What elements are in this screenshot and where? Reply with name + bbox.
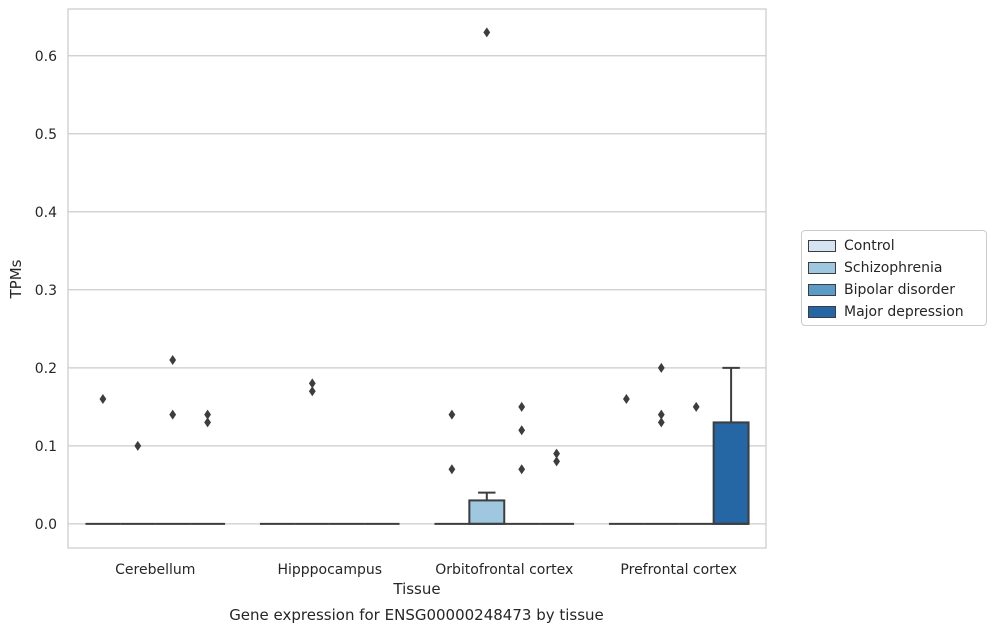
x-tick-label-hipppocampus: Hipppocampus (277, 562, 382, 578)
outlier-point (448, 464, 456, 475)
outlier-point (169, 409, 177, 420)
outlier-point (308, 386, 316, 397)
legend-item-bipolar-disorder: Bipolar disorder (808, 281, 955, 299)
x-tick-labels: Cerebellum Hipppocampus Orbitofrontal cort… (115, 562, 737, 578)
x-tick-label-cerebellum: Cerebellum (115, 562, 195, 578)
outlier-point (657, 362, 665, 373)
outlier-point (518, 464, 526, 475)
y-tick-label: 0.3 (35, 283, 57, 299)
legend-item-schizophrenia: Schizophrenia (808, 259, 942, 277)
legend-swatch-bipolar-disorder (808, 284, 836, 296)
legend-label-schizophrenia: Schizophrenia (844, 260, 943, 276)
x-tick-label-prefrontal-cortex: Prefrontal cortex (620, 562, 737, 578)
y-tick-label: 0.1 (35, 439, 57, 455)
box-major-depression-prefrontal-cortex (712, 366, 750, 525)
outlier-point (692, 401, 700, 412)
outlier-point (169, 355, 177, 366)
y-tick-label: 0.0 (35, 517, 57, 533)
boxes (85, 366, 750, 525)
box-schizophrenia-orbitofrontal-cortex (468, 491, 506, 525)
x-tick-label-orbitofrontal-cortex: Orbitofrontal cortex (435, 562, 573, 578)
outlier-point (204, 417, 211, 428)
outlier-point (99, 394, 107, 405)
outliers (99, 27, 700, 475)
outlier-point (308, 378, 316, 389)
legend: Control Schizophrenia Bipolar disorder M… (801, 230, 987, 326)
outlier-point (448, 409, 456, 420)
y-tick-label: 0.5 (35, 127, 57, 143)
outlier-point (483, 27, 491, 38)
legend-swatch-control (808, 240, 836, 252)
x-axis-title: Tissue (392, 580, 440, 598)
y-tick-label: 0.4 (35, 205, 57, 221)
outlier-point (623, 394, 630, 405)
outlier-point (657, 409, 665, 420)
chart-caption: Gene expression for ENSG00000248473 by t… (229, 606, 604, 624)
outlier-point (518, 425, 526, 436)
y-tick-label: 0.2 (35, 361, 57, 377)
box-major-depression-prefrontal-cortex-body (712, 421, 750, 525)
outlier-point (134, 440, 142, 451)
legend-swatch-major-depression (808, 306, 836, 318)
outlier-point (553, 456, 560, 467)
outlier-point (553, 448, 560, 459)
legend-swatch-schizophrenia (808, 262, 836, 274)
legend-label-major-depression: Major depression (844, 304, 964, 320)
outlier-point (657, 417, 665, 428)
outlier-point (518, 401, 526, 412)
legend-label-control: Control (844, 238, 895, 254)
y-tick-labels: 0.0 0.1 0.2 0.3 0.4 0.5 0.6 (35, 49, 57, 533)
legend-item-control: Control (808, 237, 895, 255)
plot-frame (67, 8, 767, 549)
y-tick-label: 0.6 (35, 49, 57, 65)
outlier-point (204, 409, 211, 420)
legend-label-bipolar-disorder: Bipolar disorder (844, 282, 956, 298)
y-axis-title: TPMs (7, 259, 25, 299)
box-schizophrenia-orbitofrontal-cortex-body (468, 499, 506, 525)
legend-item-major-depression: Major depression (808, 303, 964, 321)
